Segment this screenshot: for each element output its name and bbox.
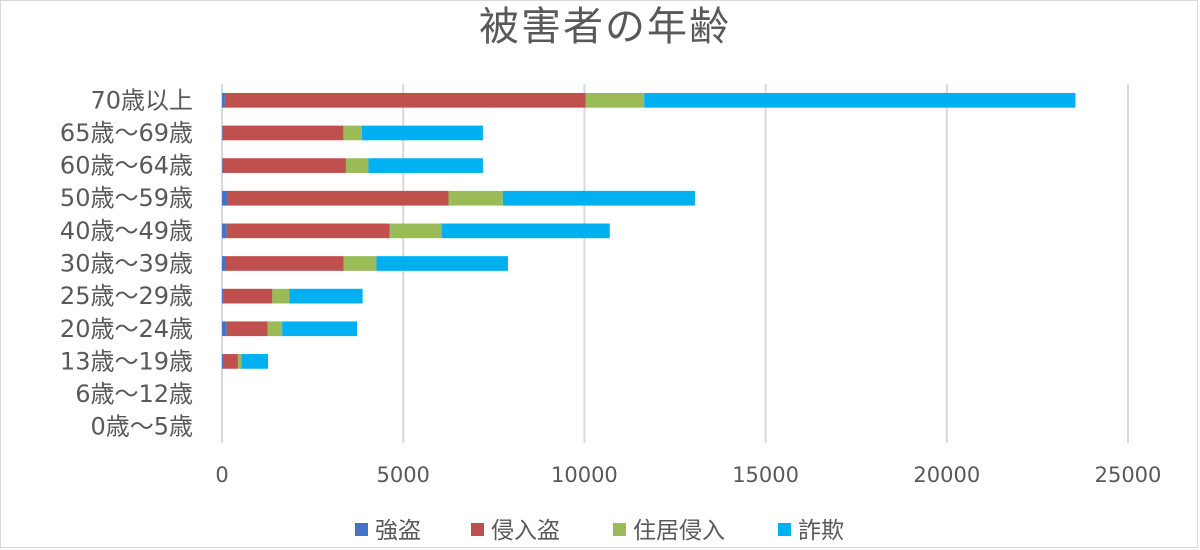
bar-segment (585, 92, 645, 108)
bar-segment (223, 354, 238, 369)
bar-segment (241, 354, 269, 369)
x-tick-label: 20000 (913, 463, 980, 487)
bar-segment (289, 288, 363, 304)
bar-segment (376, 256, 508, 271)
bar-segment (502, 190, 695, 206)
legend-swatch (778, 523, 791, 536)
category-label: 0歳～5歳 (90, 413, 193, 441)
bar-segment (389, 223, 442, 239)
legend: 強盗 侵入盗 住居侵入 詐欺 (355, 518, 844, 544)
bar-segment (361, 125, 483, 141)
legend-swatch (355, 523, 368, 536)
bar-segment (441, 223, 610, 239)
bar-segment (223, 288, 273, 304)
bar-segment (225, 256, 344, 271)
category-label: 40歳～49歳 (60, 217, 193, 245)
category-label: 70歳以上 (90, 86, 193, 114)
bar-segment (222, 125, 223, 141)
legend-swatch (613, 523, 626, 536)
bar-segment (222, 190, 228, 206)
bar-segment (343, 125, 362, 141)
legend-label: 侵入盗 (491, 518, 560, 544)
legend-label: 強盗 (375, 518, 421, 544)
bar-segment (282, 321, 358, 337)
category-label: 20歳～24歳 (60, 315, 193, 343)
bar-segment (272, 288, 290, 304)
x-tick-labels: 0 5000 10000 15000 20000 25000 (215, 463, 1161, 487)
category-label: 30歳～39歳 (60, 250, 193, 278)
x-tick-label: 25000 (1095, 463, 1162, 487)
bar-segment (222, 223, 227, 239)
bar-segment (448, 190, 503, 206)
bar-segment (222, 354, 224, 369)
bar-segment (267, 321, 283, 337)
category-label: 25歳～29歳 (60, 282, 193, 310)
bar-segment (227, 190, 449, 206)
x-tick-label: 15000 (732, 463, 799, 487)
bar-segment (226, 223, 390, 239)
bar-segment (222, 158, 346, 173)
category-label: 13歳～19歳 (60, 347, 193, 375)
bar-segment (222, 256, 226, 271)
category-label: 50歳～59歳 (60, 184, 193, 212)
chart-title: 被害者の年齢 (479, 4, 731, 50)
bars (222, 92, 1076, 369)
bar-segment (222, 288, 224, 304)
bar-segment (343, 256, 377, 271)
legend-swatch (471, 523, 484, 536)
bar-segment (222, 158, 223, 173)
legend-label: 詐欺 (798, 518, 844, 544)
bar-segment (345, 158, 369, 173)
category-labels: 70歳以上 65歳～69歳 60歳～64歳 50歳～59歳 40歳～49歳 30歳～39歳… (60, 86, 193, 440)
bar-segment (237, 354, 242, 369)
bar-segment (224, 92, 586, 108)
bar-segment (222, 125, 344, 141)
gridlines (221, 84, 1129, 443)
legend-label: 住居侵入 (633, 518, 725, 544)
bar-segment (222, 321, 227, 337)
x-tick-label: 0 (215, 463, 228, 487)
bar-segment (222, 92, 225, 108)
x-tick-label: 5000 (376, 463, 429, 487)
category-label: 6歳～12歳 (75, 380, 193, 408)
bar-segment (368, 158, 483, 173)
category-label: 60歳～64歳 (60, 152, 193, 180)
bar-segment (226, 321, 268, 337)
bar-segment (644, 92, 1076, 108)
x-tick-label: 10000 (551, 463, 618, 487)
category-label: 65歳～69歳 (60, 119, 193, 147)
